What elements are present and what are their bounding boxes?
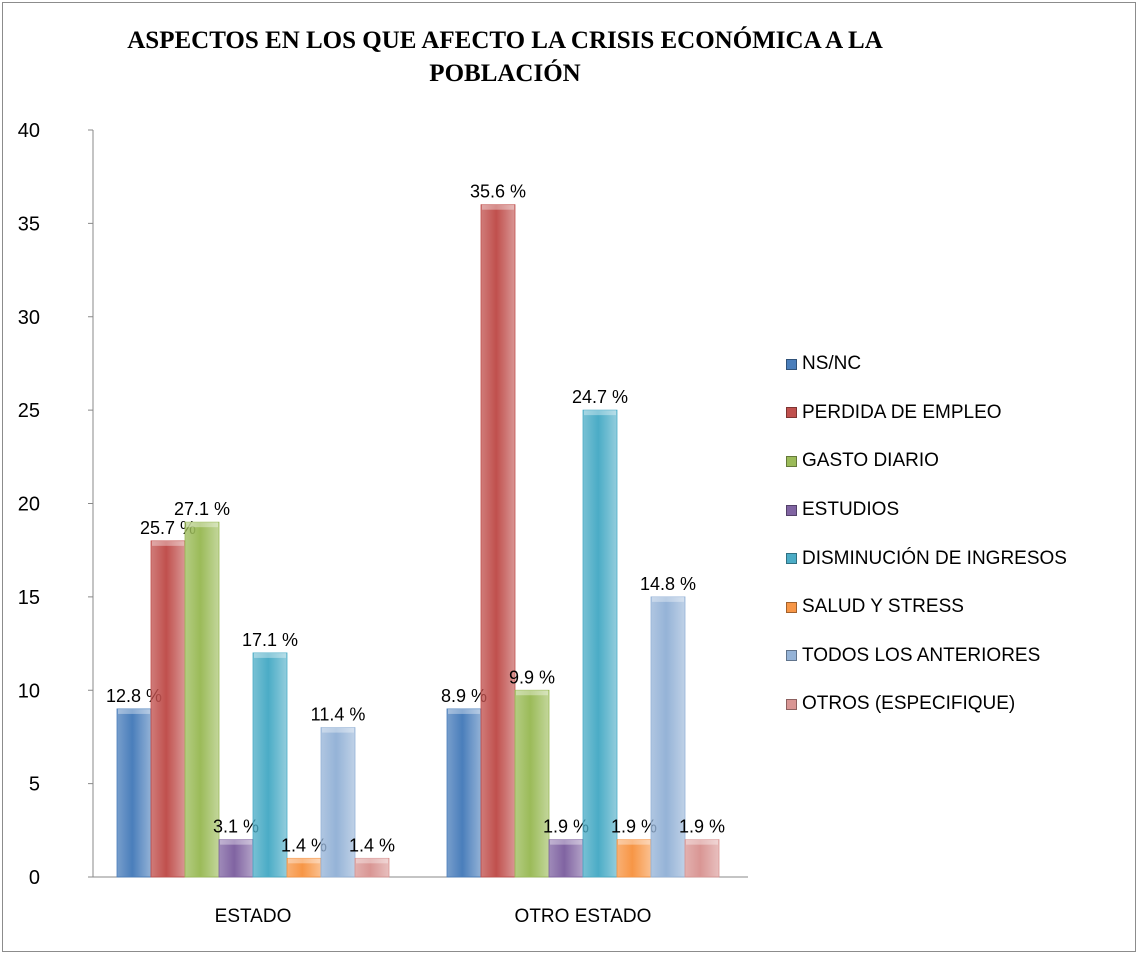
legend-label: ESTUDIOS (802, 499, 900, 521)
data-label: 9.9 % (509, 667, 555, 687)
y-tick-label: 10 (18, 680, 40, 702)
y-tick-label: 20 (18, 494, 40, 516)
bar-top-highlight (356, 858, 388, 864)
legend-swatch (786, 407, 797, 419)
bar-top-highlight (186, 522, 218, 528)
data-label: 1.4 % (349, 835, 395, 855)
chart-legend: NS/NC PERDIDA DE EMPLEO GASTO DIARIO ESTUDI… (786, 340, 1067, 729)
data-label: 25.7 % (140, 518, 196, 538)
y-tick-label: 35 (18, 213, 40, 235)
bar (184, 521, 220, 878)
bar-top-highlight (152, 540, 184, 546)
legend-item: NS/NC (786, 340, 1067, 389)
bar (218, 839, 254, 878)
chart-title: ASPECTOS EN LOS QUE AFECTO LA CRISIS ECO… (127, 27, 883, 87)
data-label: 17.1 % (242, 630, 298, 650)
y-tick-label: 40 (18, 120, 40, 142)
legend-item: TODOS LOS ANTERIORES (786, 632, 1067, 681)
data-label: 24.7 % (572, 387, 628, 407)
x-category-label: OTRO ESTADO (515, 906, 652, 927)
legend-item: DISMINUCIÓN DE INGRESOS (786, 534, 1067, 583)
data-label: 12.8 % (106, 686, 162, 706)
legend-item: OTROS (ESPECIFIQUE) (786, 680, 1067, 729)
bar (582, 409, 618, 878)
bar-top-highlight (516, 690, 548, 696)
legend-swatch (786, 553, 797, 565)
legend-label: PERDIDA DE EMPLEO (802, 401, 1002, 423)
bar-top-highlight (652, 596, 684, 602)
data-label: 1.9 % (543, 817, 589, 837)
legend-label: OTROS (ESPECIFIQUE) (802, 693, 1016, 715)
legend-swatch (786, 601, 797, 613)
data-label: 1.9 % (611, 817, 657, 837)
bar (480, 204, 516, 878)
legend-item: PERDIDA DE EMPLEO (786, 389, 1067, 438)
legend-label: SALUD Y STRESS (802, 596, 964, 618)
legend-item: ESTUDIOS (786, 486, 1067, 535)
y-tick-label: 15 (18, 587, 40, 609)
data-label: 27.1 % (174, 499, 230, 519)
legend-swatch (786, 650, 797, 662)
data-label: 1.4 % (281, 835, 327, 855)
data-label: 35.6 % (470, 182, 526, 202)
data-label: 11.4 % (311, 705, 366, 725)
y-tick-label: 30 (18, 307, 40, 329)
legend-swatch (786, 698, 797, 710)
legend-label: NS/NC (802, 353, 862, 375)
data-label: 14.8 % (640, 574, 696, 594)
bar (252, 652, 288, 878)
y-tick-label: 0 (29, 867, 40, 889)
legend-label: DISMINUCIÓN DE INGRESOS (802, 547, 1067, 569)
bar (684, 839, 720, 878)
legend-label: TODOS LOS ANTERIORES (802, 644, 1041, 666)
bar-top-highlight (550, 839, 582, 845)
legend-item: GASTO DIARIO (786, 437, 1067, 486)
legend-swatch (786, 504, 797, 516)
bar (446, 708, 482, 878)
legend-swatch (786, 358, 797, 370)
bar (116, 708, 152, 878)
y-tick-label: 25 (18, 400, 40, 422)
bar-top-highlight (686, 839, 718, 845)
y-tick-label: 5 (29, 774, 40, 796)
bar (616, 839, 652, 878)
bar-top-highlight (322, 727, 354, 733)
bar-top-highlight (448, 708, 480, 714)
bar-top-highlight (584, 410, 616, 416)
bar (514, 689, 550, 878)
data-label: 3.1 % (213, 817, 259, 837)
data-label: 8.9 % (441, 686, 487, 706)
legend-swatch (786, 455, 797, 467)
bar (548, 839, 584, 878)
bar-top-highlight (254, 652, 286, 658)
bar (354, 857, 390, 878)
bar (320, 727, 356, 878)
bar (150, 540, 186, 878)
x-category-label: ESTADO (215, 906, 292, 927)
legend-item: SALUD Y STRESS (786, 583, 1067, 632)
bar-top-highlight (220, 839, 252, 845)
bar (650, 596, 686, 878)
bar-top-highlight (288, 858, 320, 864)
data-label: 1.9 % (679, 817, 725, 837)
bar-top-highlight (118, 708, 150, 714)
bar-top-highlight (618, 839, 650, 845)
bar-top-highlight (482, 204, 514, 210)
legend-label: GASTO DIARIO (802, 450, 939, 472)
